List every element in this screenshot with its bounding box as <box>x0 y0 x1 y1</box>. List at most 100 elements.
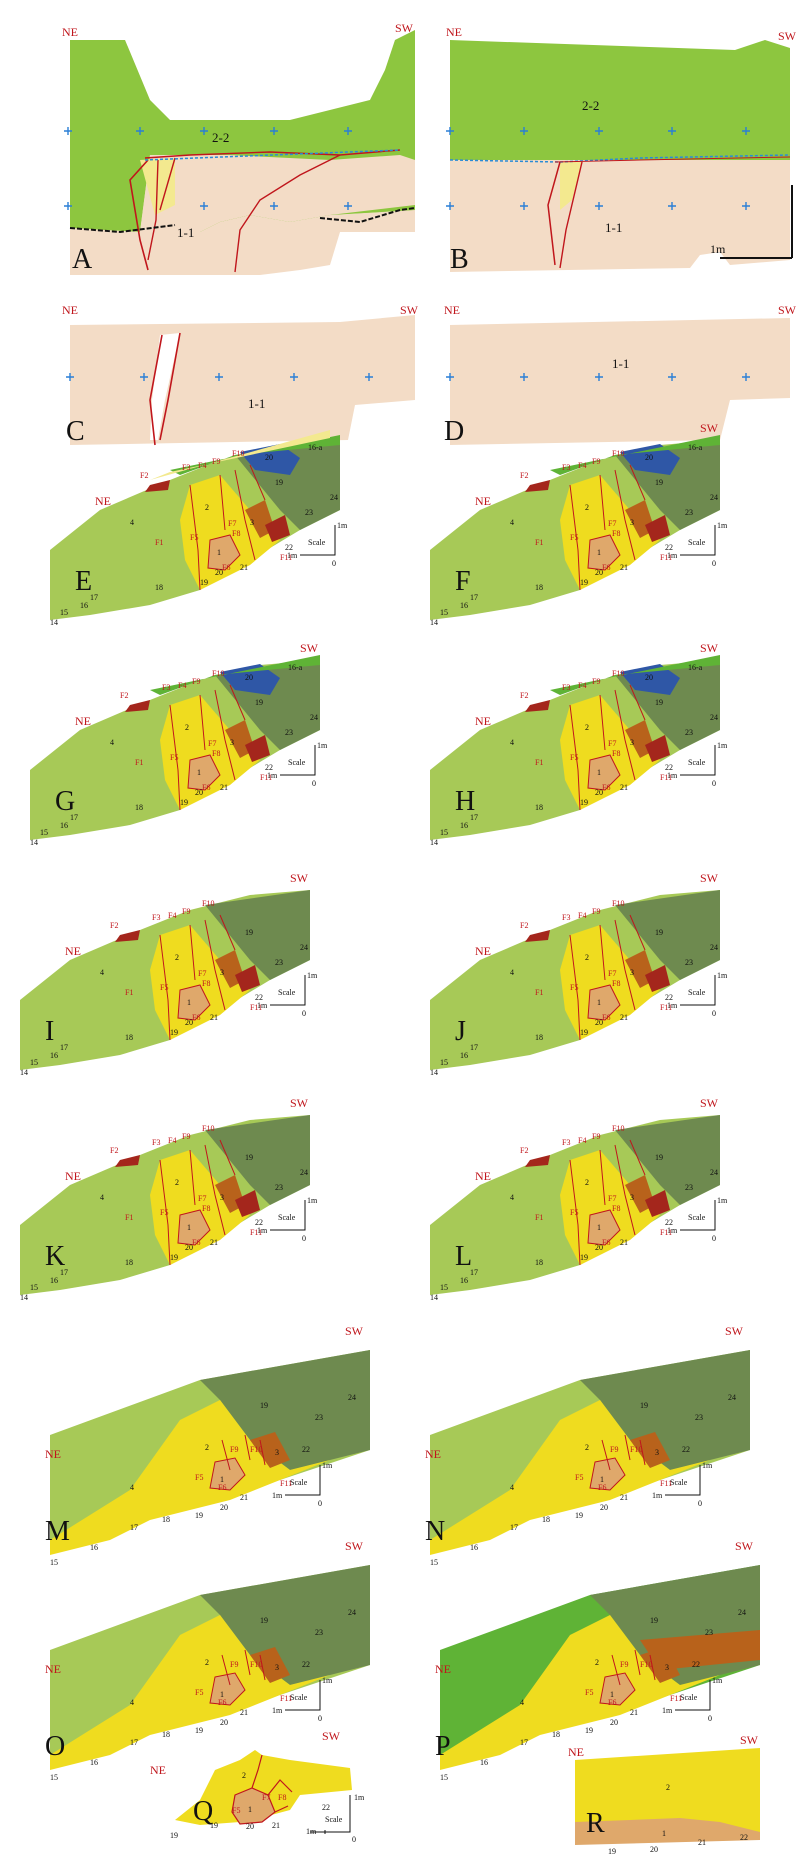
sw-label: SW <box>740 1733 759 1747</box>
panel-label: L <box>455 1241 472 1272</box>
fault-label: F3 <box>162 683 170 692</box>
scale-1m: 1m <box>272 1706 283 1715</box>
fault-label: F5 <box>585 1688 593 1697</box>
layer-number: 4 <box>510 968 514 977</box>
scale-1m: 1m <box>257 1226 268 1235</box>
fault-label: F2 <box>140 471 148 480</box>
layer-number: 16 <box>480 1758 488 1767</box>
layer-number: 19 <box>260 1616 268 1625</box>
fault-label: F7 <box>608 1194 616 1203</box>
layer-number: 16 <box>50 1051 58 1060</box>
fault-label: F9 <box>212 457 220 466</box>
sw-label: SW <box>290 871 309 885</box>
fault-label: F10 <box>640 1660 652 1669</box>
fault-label: F9 <box>182 907 190 916</box>
layer-number: 22 <box>285 543 293 552</box>
ne-label: NE <box>95 494 111 508</box>
fault-label: F10 <box>250 1660 262 1669</box>
fault-label: F5 <box>160 1208 168 1217</box>
sw-label: SW <box>700 1096 719 1110</box>
layer-number: 14 <box>430 618 438 627</box>
layer-number: 19 <box>640 1401 648 1410</box>
layer-number: 23 <box>695 1413 703 1422</box>
layer-number: 1 <box>610 1690 614 1699</box>
fault-label: F11 <box>260 773 272 782</box>
scale-1m: 1m <box>667 1226 678 1235</box>
fault-label: F10 <box>630 1445 642 1454</box>
layer-number: 20 <box>595 1243 603 1252</box>
layer-number: 20 <box>215 568 223 577</box>
layer-number: 21 <box>210 1013 218 1022</box>
layer-number: 20 <box>600 1503 608 1512</box>
layer-number: 21 <box>220 783 228 792</box>
scale-label: Scale <box>680 1693 698 1702</box>
layer-number: 15 <box>440 828 448 837</box>
layer-number: 3 <box>630 968 634 977</box>
layer-number: 22 <box>255 993 263 1002</box>
layer-number: 2 <box>175 953 179 962</box>
scale-1m: 1m <box>322 1461 333 1470</box>
scale-label: Scale <box>288 758 306 767</box>
fault-label: F6 <box>598 1483 606 1492</box>
layer-number: 24 <box>710 943 718 952</box>
panel-label: G <box>55 786 75 817</box>
layer-number: 3 <box>275 1448 279 1457</box>
layer-number: 19 <box>255 698 263 707</box>
fault-label: F1 <box>535 1213 543 1222</box>
layer-number: 19 <box>245 1153 253 1162</box>
panel-label: H <box>455 786 475 817</box>
scale-zero: 0 <box>698 1499 702 1508</box>
scale-label: Scale <box>290 1693 308 1702</box>
scale-label: Scale <box>688 538 706 547</box>
layer-number: 17 <box>470 1043 478 1052</box>
fault-label: F10 <box>612 449 624 458</box>
fault-label: F6 <box>192 1238 200 1247</box>
scale-zero: 0 <box>712 559 716 568</box>
layer-number: 20 <box>610 1718 618 1727</box>
layer-number: 19 <box>580 1028 588 1037</box>
layer-number: 1 <box>217 548 221 557</box>
layer-number: 20 <box>220 1503 228 1512</box>
scale-label: Scale <box>688 988 706 997</box>
scale-1m: 1m <box>667 551 678 560</box>
layer-number: 16-a <box>688 663 703 672</box>
scale-1m: 1m <box>322 1676 333 1685</box>
fault-label: F9 <box>592 1132 600 1141</box>
fault-label: F7 <box>608 519 616 528</box>
fault-label: F8 <box>278 1793 286 1802</box>
sw-label: SW <box>735 1539 754 1553</box>
panel-label: M <box>45 1516 70 1547</box>
ne-label: NE <box>62 303 78 317</box>
fault-label: F11 <box>660 1003 672 1012</box>
layer-number: 15 <box>440 1283 448 1292</box>
layer-number: 15 <box>440 1058 448 1067</box>
sw-label: SW <box>322 1729 341 1743</box>
fault-label: F2 <box>520 691 528 700</box>
layer-number: 1 <box>600 1475 604 1484</box>
layer-number: 15 <box>30 1283 38 1292</box>
layer-number: 16-a <box>688 443 703 452</box>
fault-label: F11 <box>660 1479 672 1488</box>
layer-number: 14 <box>430 1293 438 1302</box>
fault-label: F8 <box>212 749 220 758</box>
scale-1m: 1m <box>717 521 728 530</box>
layer-number: 3 <box>275 1663 279 1672</box>
layer-number: 19 <box>580 578 588 587</box>
layer-number: 2 <box>585 503 589 512</box>
fault-label: F5 <box>160 983 168 992</box>
layer-number: 24 <box>330 493 338 502</box>
layer-number: 16 <box>80 601 88 610</box>
cross-sections: 21341919202122232417181415162016-aF1F2F3… <box>20 421 760 1782</box>
panel-label: K <box>45 1241 65 1272</box>
scale-zero: 0 <box>332 559 336 568</box>
fault-label: F7 <box>208 739 216 748</box>
ne-label: NE <box>444 303 460 317</box>
fault-label: F8 <box>232 529 240 538</box>
layer-number: 19 <box>655 928 663 937</box>
fault-label: F6 <box>602 1238 610 1247</box>
layer-number: 4 <box>510 1483 514 1492</box>
layer-number: 17 <box>60 1268 68 1277</box>
layer-number: 18 <box>155 583 163 592</box>
